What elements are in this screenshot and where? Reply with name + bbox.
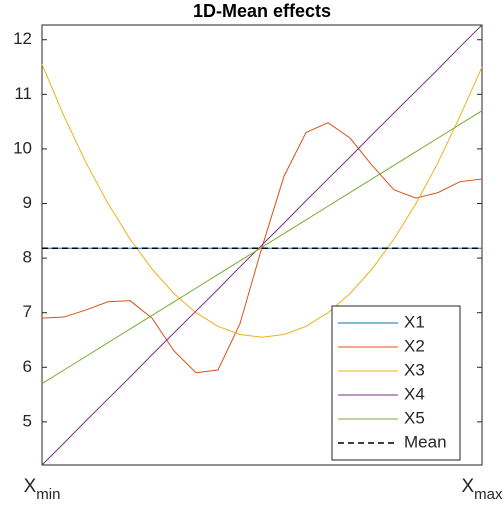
series-line — [41, 110, 483, 385]
plot-frame — [41, 24, 483, 466]
series-line — [41, 64, 483, 338]
y-tick-label: 7 — [23, 302, 32, 321]
legend-label: X3 — [404, 360, 425, 379]
legend-label: X4 — [404, 384, 425, 403]
y-tick-label: 5 — [23, 411, 32, 430]
y-tick-label: 9 — [23, 193, 32, 212]
legend-label: Mean — [404, 432, 447, 451]
legend-label: X2 — [404, 336, 425, 355]
y-tick-label: 8 — [23, 248, 32, 267]
x-tick-label-main: X — [24, 476, 37, 497]
x-tick-label-main: X — [461, 476, 474, 497]
x-tick-label: Xmax — [461, 476, 503, 503]
legend-box — [331, 305, 461, 461]
legend-label: X1 — [404, 312, 425, 331]
series-line — [41, 24, 483, 466]
y-tick-label: 12 — [13, 29, 32, 48]
x-tick-label-sub: max — [474, 486, 503, 503]
x-tick-label: Xmin — [24, 476, 61, 503]
chart-title: 1D-Mean effects — [193, 1, 331, 21]
y-tick-label: 11 — [14, 84, 32, 103]
y-tick-label: 6 — [23, 357, 32, 376]
x-tick-label-sub: min — [36, 486, 60, 503]
y-tick-label: 10 — [13, 138, 32, 157]
legend-label: X5 — [404, 408, 425, 427]
